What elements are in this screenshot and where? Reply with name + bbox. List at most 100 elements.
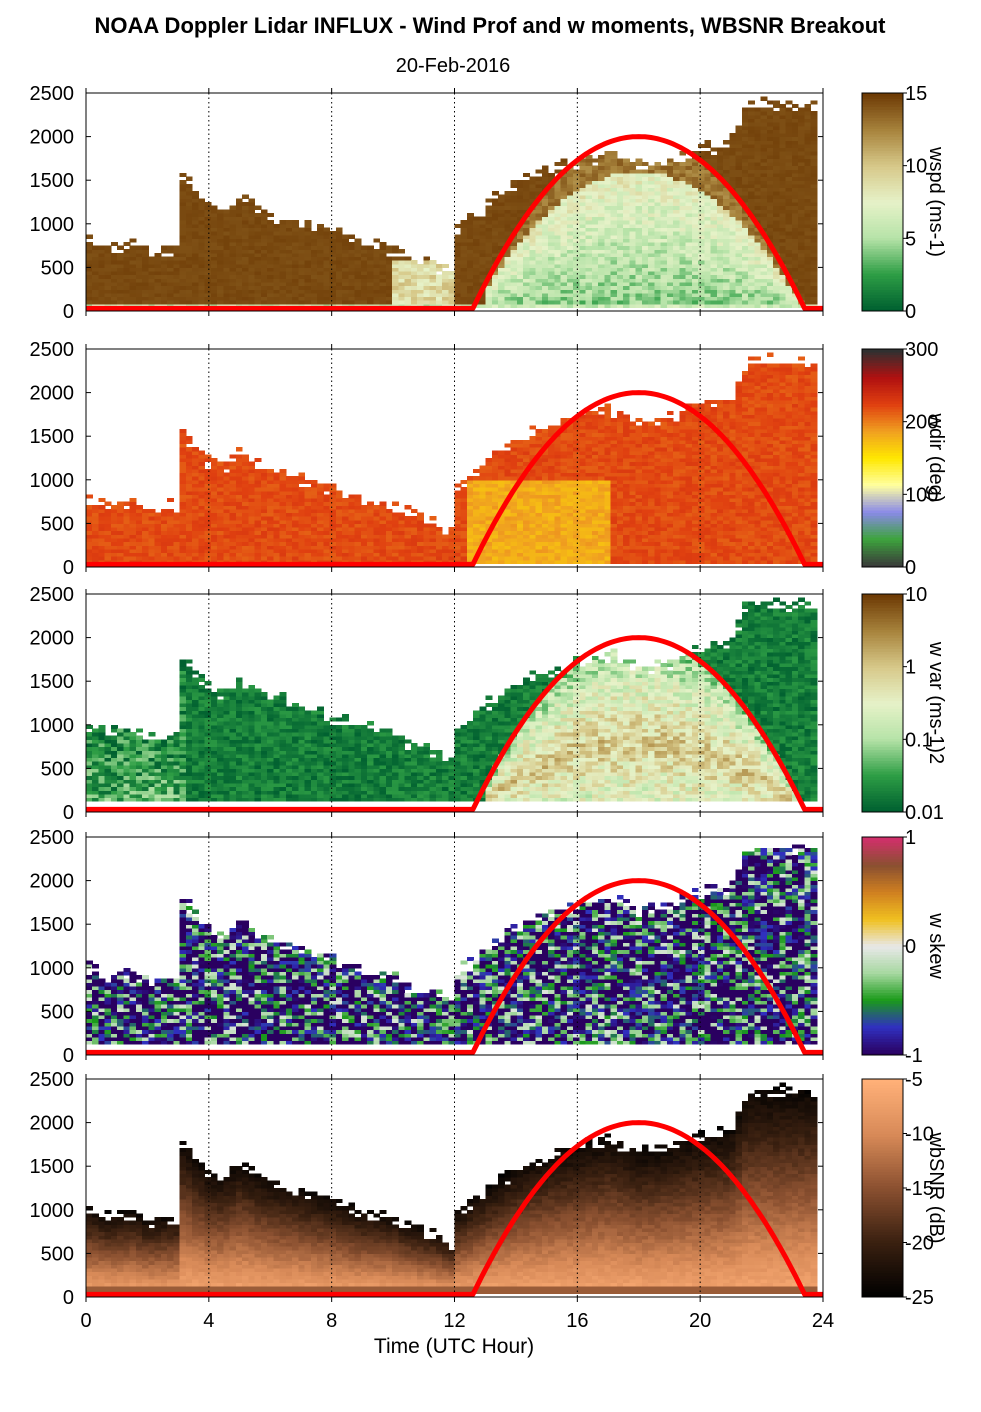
heatmap-cell	[685, 289, 693, 294]
heatmap-cell	[517, 289, 524, 294]
heatmap-cell	[660, 216, 668, 221]
heatmap-cell	[517, 278, 524, 283]
heatmap-cell	[529, 285, 537, 290]
heatmap-cell	[292, 534, 299, 539]
heatmap-cell	[541, 278, 549, 283]
heatmap-cell	[492, 212, 499, 218]
heatmap-cell	[735, 143, 743, 149]
heatmap-cell	[435, 285, 443, 290]
heatmap-cell	[217, 220, 224, 225]
heatmap-cell	[210, 252, 218, 258]
heatmap-cell	[773, 260, 780, 265]
heatmap-cell	[779, 278, 787, 283]
heatmap-cell	[723, 172, 730, 178]
y-tick-label: 1000	[30, 214, 75, 236]
heatmap-cell	[242, 548, 249, 553]
heatmap-cell	[798, 234, 805, 239]
heatmap-cell	[111, 548, 118, 553]
heatmap-cell	[392, 552, 399, 557]
heatmap-cell	[785, 136, 793, 141]
heatmap-cell	[323, 494, 331, 499]
heatmap-cell	[335, 278, 343, 283]
heatmap-cell	[417, 541, 424, 546]
heatmap-cell	[285, 245, 293, 250]
heatmap-cell	[192, 530, 199, 535]
heatmap-cell	[660, 245, 668, 250]
heatmap-cell	[517, 194, 524, 199]
heatmap-cell	[323, 556, 331, 561]
heatmap-cell	[585, 212, 593, 218]
heatmap-cell	[810, 111, 818, 116]
heatmap-cell	[136, 267, 143, 272]
heatmap-cell	[323, 292, 331, 297]
heatmap-cell	[766, 107, 774, 112]
heatmap-cell	[504, 303, 512, 308]
heatmap-cell	[566, 176, 574, 181]
heatmap-cell	[248, 198, 256, 203]
heatmap-cell	[142, 281, 149, 287]
heatmap-cell	[798, 133, 805, 138]
heatmap-cell	[779, 216, 787, 221]
heatmap-cell	[229, 205, 237, 210]
heatmap-cell	[704, 223, 712, 228]
heatmap-cell	[585, 220, 593, 225]
heatmap-cell	[798, 111, 805, 116]
heatmap-cell	[773, 187, 780, 192]
heatmap-cell	[566, 227, 574, 232]
heatmap-cell	[517, 198, 524, 203]
heatmap-cell	[785, 249, 793, 254]
heatmap-cell	[273, 252, 281, 258]
heatmap-cell	[554, 231, 562, 236]
heatmap-cell	[329, 508, 337, 514]
heatmap-cell	[666, 267, 674, 272]
heatmap-cell	[379, 296, 387, 301]
heatmap-cell	[460, 231, 468, 236]
heatmap-cell	[179, 187, 187, 192]
heatmap-cell	[379, 530, 387, 535]
heatmap-cell	[766, 202, 774, 207]
heatmap-cell	[760, 260, 768, 265]
heatmap-cell	[579, 209, 587, 214]
heatmap-cell	[398, 303, 406, 308]
heatmap-cell	[773, 209, 780, 214]
heatmap-cell	[773, 227, 780, 232]
heatmap-cell	[323, 256, 331, 261]
heatmap-cell	[498, 220, 505, 225]
heatmap-cell	[148, 527, 156, 532]
heatmap-cell	[354, 303, 362, 308]
heatmap-cell	[392, 530, 399, 535]
heatmap-cell	[360, 260, 368, 265]
heatmap-cell	[573, 242, 580, 247]
heatmap-cell	[473, 289, 480, 294]
heatmap-cell	[335, 238, 343, 243]
heatmap-cell	[691, 249, 699, 254]
heatmap-cell	[735, 212, 743, 218]
heatmap-cell	[591, 202, 599, 207]
heatmap-cell	[460, 512, 468, 517]
heatmap-cell	[217, 245, 224, 250]
heatmap-cell	[704, 271, 712, 276]
heatmap-cell	[86, 260, 93, 265]
heatmap-cell	[573, 234, 580, 239]
heatmap-cell	[335, 552, 343, 557]
heatmap-cell	[179, 180, 187, 185]
heatmap-cell	[304, 242, 312, 247]
heatmap-cell	[773, 180, 780, 185]
heatmap-cell	[204, 242, 212, 247]
heatmap-cell	[192, 523, 199, 528]
heatmap-cell	[398, 523, 406, 528]
heatmap-cell	[779, 249, 787, 254]
heatmap-cell	[641, 234, 649, 239]
heatmap-cell	[129, 548, 137, 553]
heatmap-cell	[710, 249, 718, 254]
heatmap-cell	[210, 559, 218, 564]
heatmap-cell	[773, 198, 780, 203]
heatmap-cell	[260, 530, 268, 535]
heatmap-cell	[517, 285, 524, 290]
heatmap-cell	[385, 556, 393, 561]
heatmap-cell	[454, 494, 462, 499]
heatmap-cell	[579, 252, 587, 258]
heatmap-cell	[529, 249, 537, 254]
heatmap-cell	[98, 556, 106, 561]
heatmap-cell	[748, 296, 755, 301]
